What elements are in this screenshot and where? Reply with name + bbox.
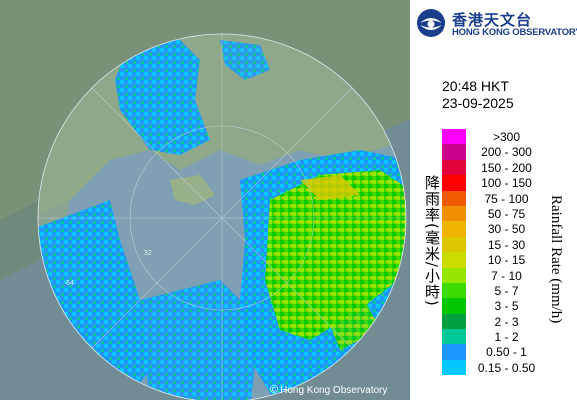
legend-row: 200 - 300 (442, 144, 547, 160)
legend-title-en: Rainfall Rate (mm/h) (548, 195, 564, 324)
legend-label: 0.50 - 1 (486, 345, 527, 360)
legend-row: 0.50 - 1 (442, 344, 547, 360)
legend-label: 2 - 3 (494, 314, 519, 329)
legend-row: 5 - 7 (442, 282, 547, 299)
legend-label: 15 - 30 (487, 237, 526, 252)
legend-swatch (442, 313, 466, 330)
legend-row: 100 - 150 (442, 175, 547, 191)
legend-swatch (442, 359, 466, 376)
legend-row: >300 (442, 129, 547, 145)
legend-swatch (442, 175, 466, 191)
radar-map[interactable]: 64 32 © Hong Kong Observatory (0, 0, 410, 400)
legend-label: 30 - 50 (487, 222, 526, 237)
legend-label: 3 - 5 (494, 299, 519, 314)
legend-row: 3 - 5 (442, 298, 547, 314)
legend-label: 10 - 15 (487, 253, 526, 268)
legend-row: 50 - 75 (442, 205, 547, 222)
legend-swatch (442, 144, 466, 160)
legend-row: 0.15 - 0.50 (442, 359, 547, 376)
rain-band-north (115, 35, 210, 155)
legend-swatch (442, 236, 466, 253)
rainfall-legend: >300 200 - 300 150 - 200 100 - 150 75 - 100 5… (442, 129, 547, 376)
legend-label: 100 - 150 (481, 176, 532, 191)
observation-date: 23-09-2025 (442, 95, 514, 111)
legend-swatch (442, 282, 466, 299)
hko-logo[interactable]: 香港天文台 HONG KONG OBSERVATORY (414, 6, 577, 40)
radar-disk (38, 34, 406, 400)
rain-band-south (140, 280, 260, 400)
hong-kong-island-land (170, 175, 215, 205)
legend-label: 5 - 7 (494, 283, 519, 298)
legend-panel: 香港天文台 HONG KONG OBSERVATORY 20:48 HKT 23… (410, 0, 577, 400)
legend-row: 30 - 50 (442, 221, 547, 237)
observation-time: 20:48 HKT (442, 78, 509, 94)
legend-swatch (442, 129, 466, 145)
radar-boundary (37, 33, 407, 400)
legend-label: 200 - 300 (481, 145, 532, 160)
legend-label: >300 (492, 130, 521, 144)
legend-swatch (442, 159, 466, 176)
legend-swatch (442, 298, 466, 314)
legend-label: 0.15 - 0.50 (477, 360, 536, 375)
legend-swatch (442, 221, 466, 237)
legend-title-cn: 降雨率(毫米/小時) (423, 175, 441, 307)
legend-row: 150 - 200 (442, 159, 547, 176)
radar-image: 64 32 (0, 0, 410, 400)
legend-row: 2 - 3 (442, 313, 547, 330)
legend-label: 75 - 100 (484, 191, 529, 206)
legend-swatch (442, 267, 466, 283)
legend-label: 1 - 2 (494, 330, 519, 345)
rain-cell-yellow (300, 175, 360, 200)
legend-swatch (442, 190, 466, 206)
legend-swatch (442, 329, 466, 345)
logo-name-cn: 香港天文台 (452, 11, 533, 29)
legend-label: 7 - 10 (491, 268, 522, 283)
range-rings (38, 34, 406, 400)
copyright-icon: © (270, 384, 279, 396)
legend-swatch (442, 252, 466, 268)
range-label-32: 32 (144, 250, 152, 257)
legend-row: 7 - 10 (442, 267, 547, 283)
legend-swatch (442, 205, 466, 222)
legend-row: 15 - 30 (442, 236, 547, 253)
legend-swatch (442, 344, 466, 360)
legend-row: 10 - 15 (442, 252, 547, 268)
legend-label: 50 - 75 (487, 206, 526, 221)
range-label-64: 64 (66, 280, 74, 287)
map-copyright: © Hong Kong Observatory (270, 384, 388, 396)
legend-label: 150 - 200 (481, 160, 532, 175)
rain-patch-north-east (220, 40, 270, 80)
logo-name-en: HONG KONG OBSERVATORY (452, 27, 577, 38)
hko-logo-icon (417, 9, 445, 37)
legend-row: 75 - 100 (442, 190, 547, 206)
legend-row: 1 - 2 (442, 329, 547, 345)
